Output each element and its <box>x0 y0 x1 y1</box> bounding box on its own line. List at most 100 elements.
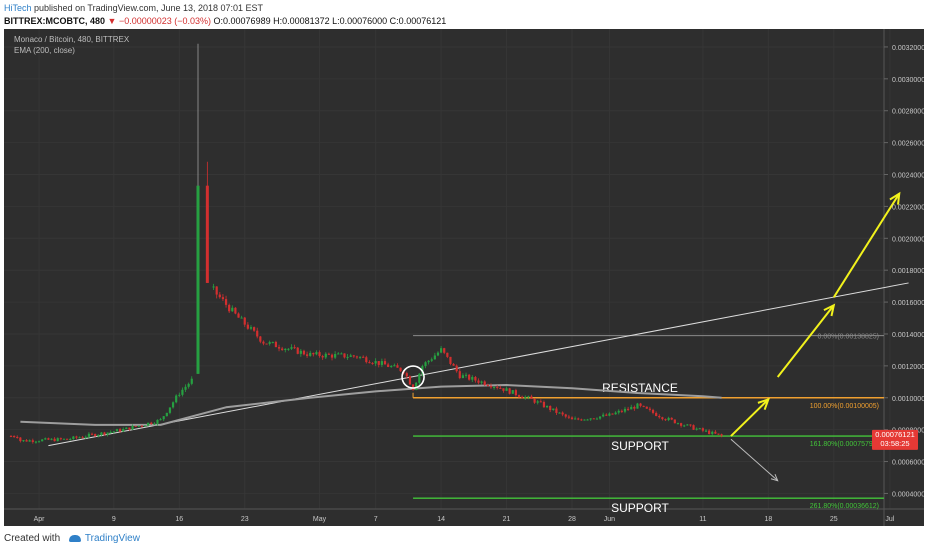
candle-body <box>651 409 655 413</box>
candle-body <box>686 424 689 426</box>
x-tick-label: 7 <box>374 516 378 523</box>
candle-body <box>327 353 330 355</box>
candle-body <box>165 412 168 417</box>
candle-body <box>524 397 527 399</box>
ema-200-line <box>20 384 722 426</box>
candle-body <box>446 352 449 357</box>
candle-body <box>530 396 533 399</box>
candle-body <box>309 352 312 356</box>
candle-body <box>440 348 443 353</box>
candle-body <box>533 398 536 403</box>
x-tick-label: 11 <box>699 516 706 523</box>
candle-body <box>103 432 106 435</box>
candle-body <box>315 352 318 355</box>
candle-body <box>224 299 228 305</box>
candle-body <box>284 348 287 351</box>
candle-body <box>62 438 66 440</box>
candle-body <box>552 408 555 411</box>
candle-body <box>558 412 561 414</box>
spike-body <box>196 185 200 374</box>
candle-body <box>25 440 28 442</box>
candle-body <box>633 406 636 409</box>
candle-body <box>305 354 309 356</box>
author-name[interactable]: HiTech <box>4 3 32 13</box>
x-tick-label: Apr <box>34 516 46 523</box>
candle-body <box>480 381 483 383</box>
candle-body <box>418 373 421 383</box>
candle-body <box>178 394 181 396</box>
support-label: SUPPORT <box>611 501 669 515</box>
target-arrow-down <box>730 438 779 482</box>
arrow-head <box>770 474 779 482</box>
candle-body <box>430 359 433 361</box>
tradingview-brand[interactable]: TradingView <box>84 533 140 544</box>
candle-body <box>277 347 281 349</box>
candle-body <box>349 355 352 357</box>
candle-body <box>340 353 343 355</box>
candle-body <box>704 430 708 432</box>
candle-body <box>324 353 327 358</box>
arrow-head <box>889 191 901 205</box>
candle-body <box>87 433 91 437</box>
candle-body <box>97 434 100 437</box>
candle-body <box>586 419 589 421</box>
candle-body <box>44 438 47 440</box>
candle-body <box>184 386 187 390</box>
candle-body <box>443 348 446 353</box>
chart-area[interactable]: 0.00%(0.00138825) 100.00%(0.00100005) RESI… <box>4 29 929 526</box>
candle-body <box>627 408 630 410</box>
candle-body <box>290 347 293 349</box>
candle-body <box>486 385 489 387</box>
target-arrow-up <box>832 193 901 298</box>
candle-body <box>583 419 586 421</box>
candle-body <box>611 413 614 415</box>
candle-body <box>561 412 564 415</box>
candle-body <box>50 438 53 440</box>
candle-body <box>355 356 359 358</box>
candle-body <box>374 361 377 364</box>
price-chart[interactable]: 0.00%(0.00138825)100.00%(0.00100005)RESI… <box>4 29 929 526</box>
candle-body <box>125 427 128 430</box>
arrow-head <box>823 303 836 317</box>
candle-body <box>380 361 383 365</box>
candle-body <box>483 381 486 386</box>
candle-body <box>75 436 78 438</box>
candle-body <box>330 354 334 358</box>
candle-body <box>90 433 94 435</box>
candle-body <box>175 395 178 403</box>
candle-body <box>468 374 471 380</box>
candle-body <box>564 414 567 417</box>
candle-body <box>159 419 162 421</box>
candle-body <box>362 356 365 358</box>
fib-0-label: 0.00%(0.00138825) <box>818 334 880 341</box>
candle-body <box>259 336 262 342</box>
candle-body <box>243 317 246 325</box>
last-price-bg <box>872 429 918 450</box>
candle-body <box>545 405 549 408</box>
candle-body <box>377 361 380 365</box>
arrow-head <box>757 397 770 411</box>
candle-body <box>598 416 602 419</box>
candle-body <box>676 423 680 425</box>
candle-body <box>393 365 396 367</box>
candle-body <box>240 317 243 319</box>
publish-info: HiTech published on TradingView.com, Jun… <box>4 3 263 13</box>
candle-body <box>134 425 137 427</box>
candle-body <box>549 405 552 411</box>
candle-body <box>271 341 274 343</box>
candle-body <box>714 431 717 434</box>
support-fib-label: 261.80%(0.00036612) <box>810 503 879 510</box>
candle-body <box>34 441 38 443</box>
candle-body <box>66 438 69 440</box>
x-tick-label: 28 <box>568 516 576 523</box>
candle-body <box>639 403 642 406</box>
candle-body <box>708 430 711 434</box>
candle-body <box>489 385 493 388</box>
candle-body <box>679 423 683 426</box>
